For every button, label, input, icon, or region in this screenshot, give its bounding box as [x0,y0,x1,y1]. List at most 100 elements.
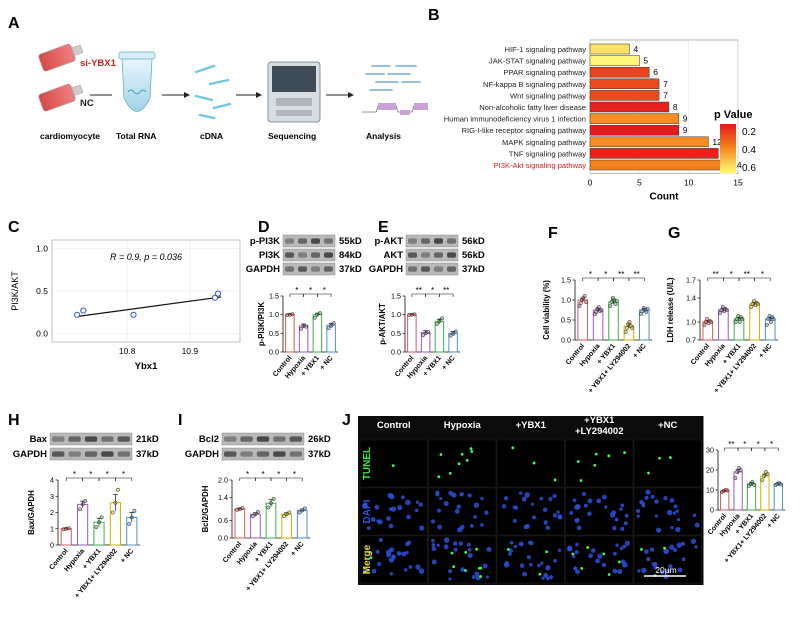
chartH-point-3-2 [116,487,120,492]
j-tunel-dot [586,546,590,549]
j-nucleus [377,519,383,525]
blot-D-strip-1 [282,248,336,262]
j-nucleus [436,508,442,513]
j-row-label-2: Merge [362,544,373,574]
blot-D-band-0-1 [298,238,307,244]
chartG-point-1-5 [724,308,729,312]
j-nucleus [553,558,558,563]
j-nucleus [614,517,619,522]
chartJ-point-4-3 [779,482,783,487]
chartH-point-1-1 [80,502,85,507]
blot-D-band-0-2 [311,238,320,244]
j-nucleus [601,562,607,568]
chartE-ytick-2: 1.0 [391,310,401,319]
j-nucleus [437,524,443,530]
j-nucleus [473,515,478,519]
chartI-point-3-1 [284,512,289,517]
j-nucleus [366,526,371,531]
chartE-sig-bracket-2 [439,293,454,297]
j-tunel-dot [464,569,467,572]
j-nucleus [641,504,646,508]
blot-E-band-2-3 [447,266,456,272]
b-bar-4 [589,90,660,101]
j-tunel-dot [460,452,464,456]
chartJ-ytick-3: 30 [706,446,714,455]
j-nucleus [639,499,644,505]
c-point-4 [214,290,222,297]
chartI-point-1-0 [250,514,255,519]
j-nucleus [583,503,588,508]
j-nucleus [400,495,405,500]
b-xtick-0: 0 [588,178,593,188]
b-bar-value-8: 12 [712,137,722,147]
b-bar-3 [589,78,660,90]
j-tunel-dot [593,463,597,467]
chartG-xlabel-4: + NC [758,343,774,360]
c-xlabel: Ybx1 [135,361,158,372]
blot-E-band-1-1 [421,252,430,258]
j-tunel-dot [580,567,584,570]
j-nucleus [557,548,562,552]
chartI-xlabel-4: + NC [290,541,306,558]
chartF-point-2-1 [609,300,614,304]
j-image-0-1 [428,439,497,488]
chartI-point-1-2 [256,509,260,514]
blot-H-band-1-3 [101,451,114,457]
blot-I-label-1: GAPDH [185,449,219,460]
c-point-1 [80,307,87,314]
tube-icon [118,51,156,112]
chartE-sig-label-0: ** [416,286,422,295]
j-nucleus [666,509,673,516]
step-cdna: cDNA [200,131,223,141]
chartH-xlabel-4: + NC [120,548,136,565]
chartJ-ytick-1: 10 [706,486,714,495]
chartF-point-1-1 [594,310,599,314]
chartJ-sig-label-0: ** [728,440,734,449]
b-xtick-1: 5 [637,178,642,188]
chartD-xlabel-3: + NC [319,355,335,372]
panel-label-g: G [668,225,680,242]
chartD-bar-0 [285,314,295,353]
j-nucleus [676,542,682,548]
j-image-1-2 [496,487,565,536]
chartG-ylabel: LDH release (U/L) [666,277,675,342]
j-nucleus [663,574,669,580]
chartG-ytick-2: 1.4 [686,294,696,303]
chartF-point-2-4 [613,302,618,306]
b-bar-value-10: 14 [732,160,742,170]
j-nucleus [574,549,579,555]
chartI-point-4-0 [297,510,302,515]
chartE-ytick-0: 0.0 [391,348,401,357]
chartH-point-0-2 [66,526,71,531]
j-nucleus [548,496,553,501]
chartI-point-1-1 [253,512,258,517]
chartI-bar-0 [234,508,246,539]
j-nucleus [378,537,384,543]
j-nucleus [375,549,380,554]
j-nucleus [443,537,450,543]
chartI-sig-label-3: * [293,470,296,479]
j-tunel-dot [532,461,536,465]
chartG-sig-bracket-3 [754,277,771,281]
j-nucleus [659,570,665,575]
chartF-point-2-2 [610,296,615,300]
blot-I-kd-1: 37kD [308,449,331,460]
chartF-xlabel-4: + NC [632,343,648,360]
chartH-sig-bracket-3 [115,477,133,481]
j-tunel-dot [457,462,461,466]
chartF-point-3-2 [626,322,631,326]
chartJ-point-1-0 [733,476,738,480]
b-category-label-10: PI3K-Akt signaling pathway [494,161,587,170]
chartE-point-3-0 [448,333,453,338]
j-nucleus [575,504,581,510]
blot-D-band-1-3 [324,252,333,258]
j-nucleus [542,507,548,513]
chartE-bar-2 [434,320,445,353]
j-nucleus [597,553,603,559]
j-nucleus [484,510,489,515]
chartI-point-0-2 [240,506,245,511]
step-sequencing: Sequencing [268,131,316,141]
